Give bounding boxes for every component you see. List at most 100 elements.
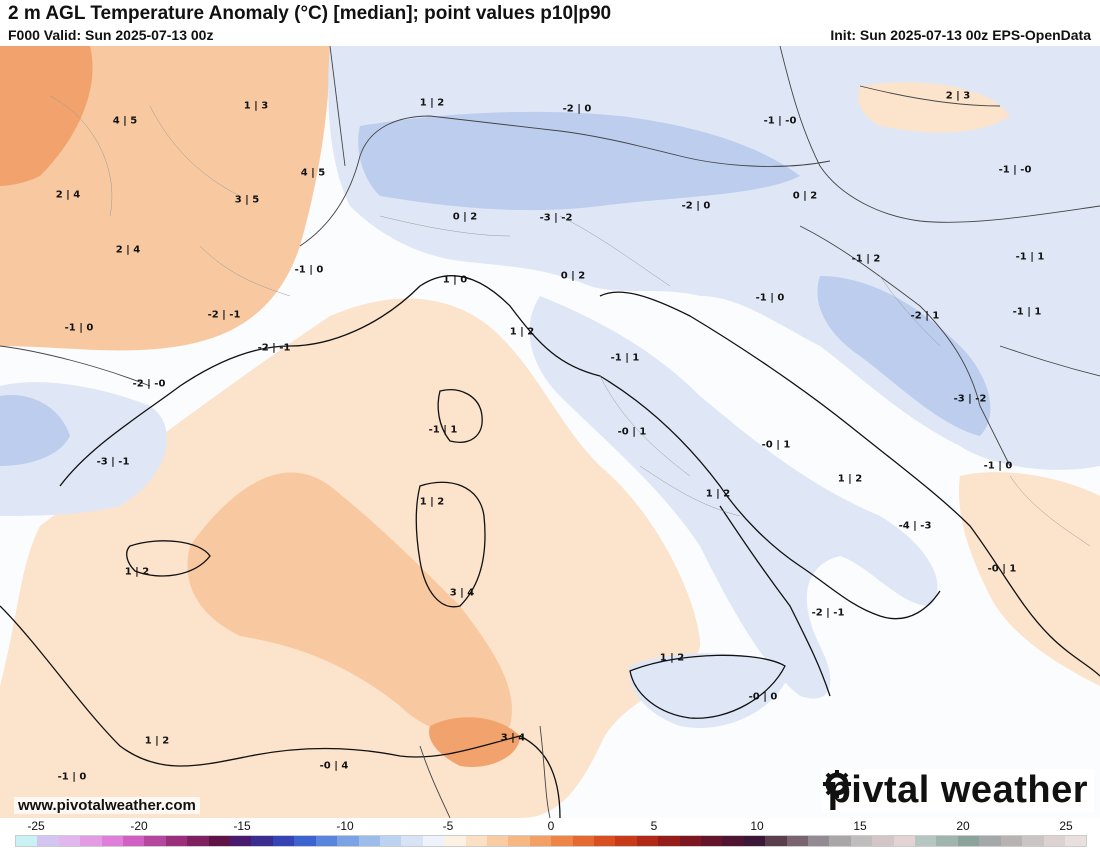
color-scale-swatch — [979, 836, 1001, 846]
color-scale-swatch — [679, 836, 701, 846]
color-scale-swatch — [337, 836, 359, 846]
color-scale-swatch — [251, 836, 273, 846]
color-scale-swatch — [379, 836, 402, 846]
color-scale-tick: -25 — [27, 819, 45, 833]
mallorca-outline — [126, 540, 211, 577]
point-value-label: -2 | -1 — [811, 607, 845, 619]
color-scale-swatch — [1064, 836, 1087, 846]
website-url[interactable]: www.pivotalweather.com — [14, 797, 200, 814]
point-value-label: -1 | -0 — [763, 115, 797, 127]
point-value-label: -4 | -3 — [898, 520, 932, 532]
color-scale-tick: -15 — [233, 819, 251, 833]
warm-anomaly-greece — [959, 472, 1100, 686]
point-value-label: -0 | 1 — [761, 439, 791, 451]
color-scale-swatch — [208, 836, 231, 846]
point-value-label: -1 | 2 — [851, 253, 881, 265]
color-scale-tick: 10 — [750, 819, 764, 833]
color-scale-tick: 25 — [1059, 819, 1073, 833]
country-borders — [0, 46, 1100, 818]
point-value-label: -3 | -2 — [539, 212, 573, 224]
color-scale-swatch — [915, 836, 937, 846]
color-scale-swatch — [272, 836, 295, 846]
header: 2 m AGL Temperature Anomaly (°C) [median… — [0, 0, 1100, 46]
color-scale-swatch — [529, 836, 552, 846]
color-scale-swatch — [593, 836, 616, 846]
point-value-label: -1 | 1 — [1012, 306, 1042, 318]
point-value-label: 2 | 4 — [115, 244, 141, 256]
cool-anomaly-spain-strong — [0, 395, 70, 466]
color-scale-swatch — [829, 836, 851, 846]
color-scale-swatch — [722, 836, 744, 846]
point-value-label: -1 | 1 — [1015, 251, 1045, 263]
map-title: 2 m AGL Temperature Anomaly (°C) [median… — [8, 3, 612, 24]
color-scale-swatch — [765, 836, 787, 846]
point-value-label: -1 | 0 — [64, 322, 94, 334]
color-scale-swatch — [16, 836, 38, 846]
point-value-label: -1 | 1 — [610, 352, 640, 364]
point-value-label: -2 | -1 — [207, 309, 241, 321]
color-scale-swatch — [658, 836, 680, 846]
point-value-label: -2 | 0 — [681, 200, 711, 212]
color-scale-tick: 15 — [853, 819, 867, 833]
point-value-label: 4 | 5 — [300, 167, 326, 179]
color-scale-swatch — [486, 836, 509, 846]
point-value-label: -0 | 4 — [319, 760, 349, 772]
coastlines — [0, 274, 1100, 818]
brand-text-right: tal weather — [883, 769, 1088, 811]
color-scale-swatch — [37, 836, 59, 846]
color-scale-swatch — [444, 836, 466, 846]
point-value-label: 2 | 3 — [945, 90, 971, 102]
color-scale-swatch — [123, 836, 145, 846]
sicily-outline — [629, 654, 786, 719]
point-value-label: -2 | -1 — [257, 342, 291, 354]
color-scale-tick: 0 — [547, 819, 555, 833]
point-value-label: -1 | 1 — [428, 424, 458, 436]
point-value-label: 1 | 3 — [243, 100, 269, 112]
color-scale-bar — [15, 835, 1087, 847]
point-value-label: -1 | 0 — [983, 460, 1013, 472]
point-value-label: -1 | 0 — [755, 292, 785, 304]
color-scale-swatch — [850, 836, 873, 846]
color-scale-swatch — [743, 836, 766, 846]
gear-icon — [822, 770, 851, 798]
point-value-label: 3 | 4 — [500, 732, 526, 744]
color-scale-tick: -5 — [442, 819, 454, 833]
color-scale-swatch — [701, 836, 723, 846]
cool-anomaly-balkans — [817, 276, 991, 436]
color-scale-swatch — [808, 836, 830, 846]
point-value-label: -2 | -0 — [132, 378, 166, 390]
color-scale-swatch — [294, 836, 316, 846]
color-scale-swatch — [893, 836, 916, 846]
point-value-label: 2 | 4 — [55, 189, 81, 201]
point-value-label: -1 | 0 — [294, 264, 324, 276]
valid-time: F000 Valid: Sun 2025-07-13 00z — [8, 27, 214, 43]
warm-anomaly-france-core — [0, 46, 93, 186]
color-scale-tick: 20 — [956, 819, 970, 833]
color-scale-ticks: -25 -20 -15 -10 -5 0 5 10 15 20 25 — [15, 818, 1087, 834]
color-scale-swatch — [58, 836, 81, 846]
point-value-label: -2 | 1 — [910, 310, 940, 322]
point-value-label: 1 | 2 — [419, 496, 445, 508]
color-scale-swatch — [315, 836, 338, 846]
map-canvas — [0, 46, 1100, 818]
point-value-label: -3 | -1 — [96, 456, 130, 468]
color-scale-swatch — [551, 836, 573, 846]
color-scale-swatch — [230, 836, 252, 846]
color-scale-swatch — [615, 836, 637, 846]
temperature-anomaly-map[interactable]: 4 | 5 1 | 3 1 | 2 -2 | 0 -1 | -0 2 | 3 4 | 5 2 … — [0, 46, 1100, 818]
warm-anomaly-core — [429, 717, 520, 767]
point-value-label: 1 | 2 — [705, 488, 731, 500]
point-value-label: 1 | 2 — [419, 97, 445, 109]
point-value-label: 1 | 0 — [442, 274, 468, 286]
color-scale-swatch — [1043, 836, 1065, 846]
admin-borders — [49, 95, 1091, 547]
cool-anomaly-sicily — [629, 653, 790, 728]
color-scale-swatch — [101, 836, 124, 846]
color-scale-swatch — [872, 836, 894, 846]
point-value-label: 1 | 2 — [837, 473, 863, 485]
color-scale-swatch — [80, 836, 102, 846]
point-value-label: -1 | 0 — [57, 771, 87, 783]
color-scale-swatch — [936, 836, 958, 846]
point-value-label: -1 | -0 — [998, 164, 1032, 176]
color-scale-swatch — [422, 836, 445, 846]
